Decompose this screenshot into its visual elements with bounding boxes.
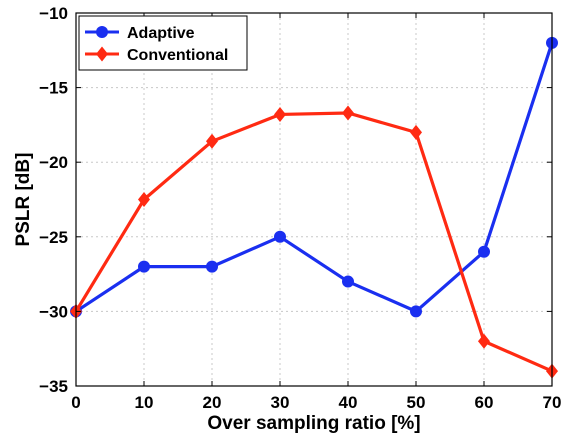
y-tick-label: −25 (39, 228, 68, 247)
x-tick-label: 70 (543, 393, 562, 412)
legend-label-adaptive: Adaptive (127, 25, 195, 42)
legend: Adaptive Conventional (78, 15, 248, 71)
y-tick-label: −35 (39, 377, 68, 396)
y-tick-label: −10 (39, 4, 68, 23)
tick-labels: 0 10 20 30 40 50 60 70 −10 −15 −20 −25 −30 −35 (39, 4, 561, 412)
series-conventional (70, 105, 558, 379)
x-axis-label: Over sampling ratio [%] (207, 413, 420, 434)
x-tick-label: 20 (203, 393, 222, 412)
data-point (138, 192, 150, 207)
legend-marker-conventional (96, 46, 108, 62)
legend-label-conventional: Conventional (127, 47, 228, 64)
data-point (478, 333, 490, 349)
data-point (206, 133, 218, 149)
x-tick-label: 60 (475, 393, 494, 412)
data-point (478, 245, 490, 258)
x-tick-label: 10 (135, 393, 154, 412)
legend-marker-adaptive (96, 26, 108, 38)
data-point (138, 260, 150, 273)
data-point (342, 105, 354, 121)
data-point (274, 106, 286, 122)
data-point (274, 230, 286, 243)
y-tick-label: −15 (39, 79, 68, 98)
data-point (206, 260, 218, 273)
y-axis-label: PSLR [dB] (13, 153, 34, 247)
x-tick-label: 0 (71, 393, 80, 412)
y-tick-label: −20 (39, 153, 68, 172)
data-point (410, 305, 422, 318)
data-point (410, 124, 422, 140)
legend-box (78, 15, 248, 71)
plot-frame (75, 12, 553, 387)
x-tick-label: 30 (271, 393, 290, 412)
series-line (74, 111, 553, 373)
series-layer (70, 36, 558, 379)
x-tick-label: 40 (339, 393, 358, 412)
x-tick-label: 50 (407, 393, 426, 412)
data-point (342, 275, 354, 288)
series-adaptive (70, 36, 558, 318)
series-line (75, 42, 554, 313)
y-tick-label: −30 (39, 302, 68, 321)
